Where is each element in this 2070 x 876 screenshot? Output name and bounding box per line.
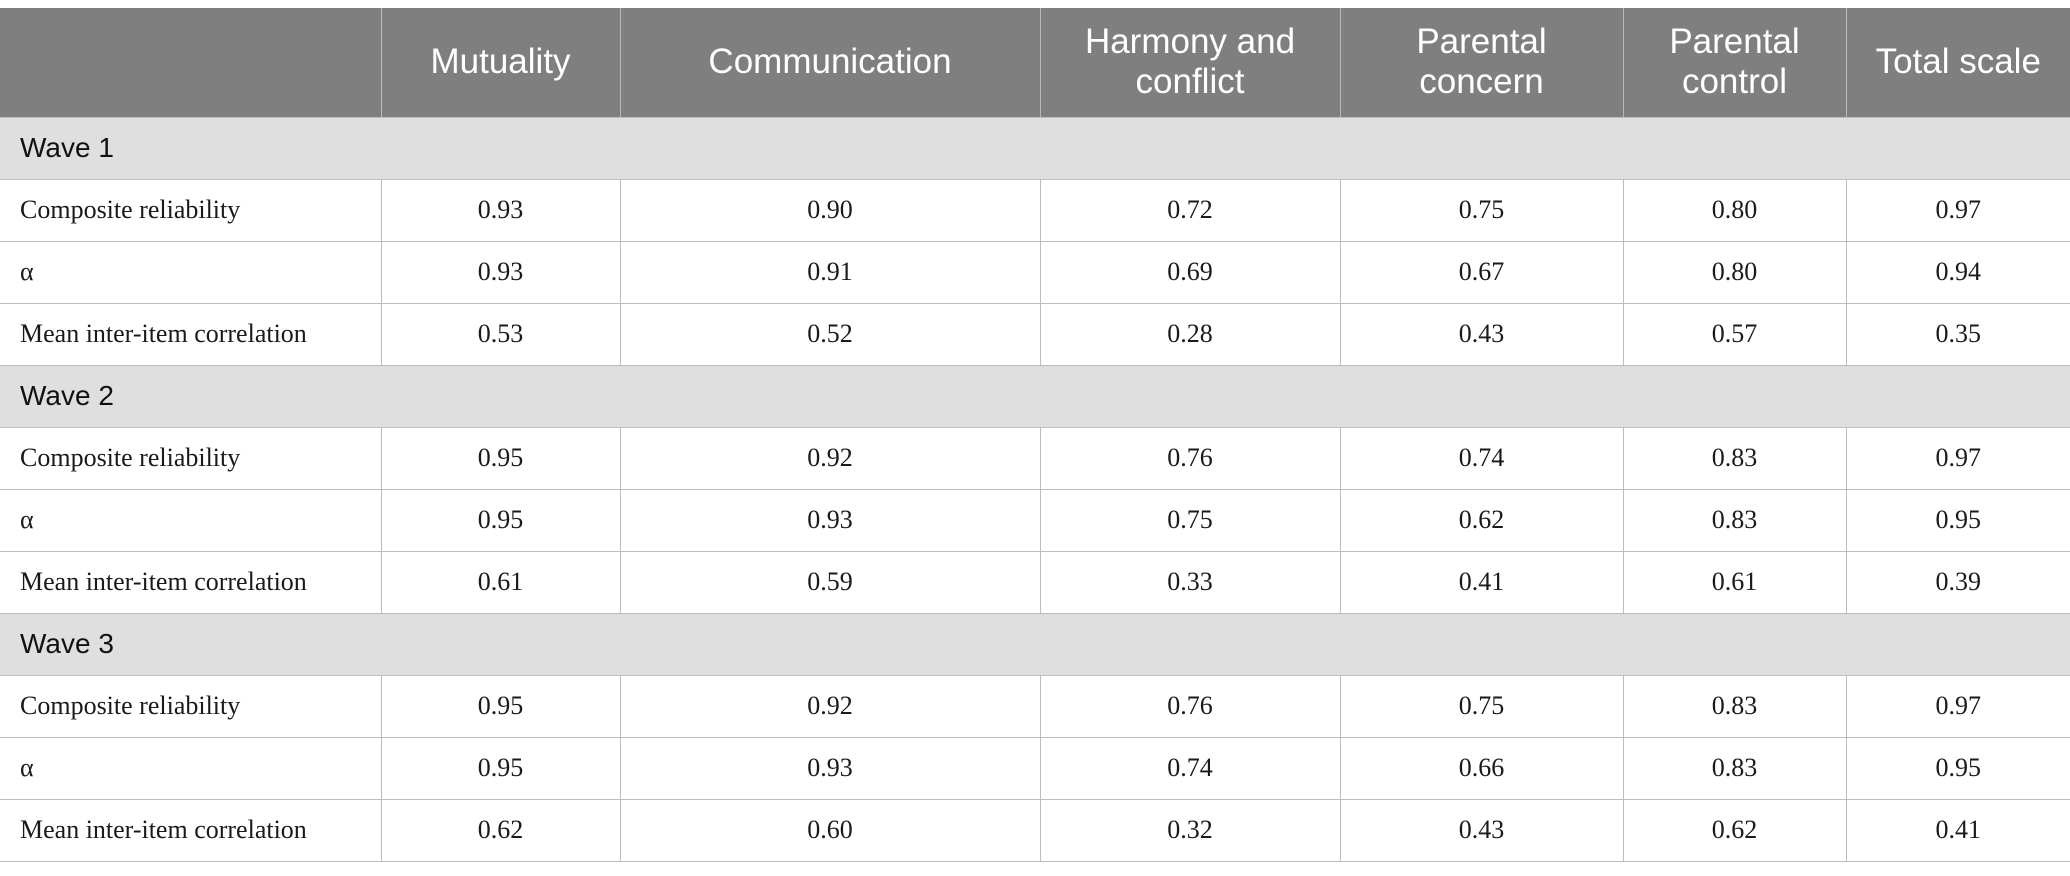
table-cell: 0.95 — [380, 426, 621, 490]
table-cell: 0.43 — [1339, 798, 1624, 862]
table-cell: 0.95 — [380, 736, 621, 800]
reliability-table-container: Mutuality Communication Harmony and conf… — [0, 8, 2070, 862]
table-cell: 0.95 — [1845, 488, 2070, 552]
table-cell: 0.97 — [1845, 178, 2070, 242]
table-cell: 0.41 — [1845, 798, 2070, 862]
table-cell: 0.90 — [619, 178, 1041, 242]
table-cell: 0.83 — [1622, 426, 1847, 490]
row-label: α — [0, 488, 382, 552]
wave-section-row: Wave 3 — [0, 612, 2070, 676]
table-cell: 0.62 — [1339, 488, 1624, 552]
table-cell: 0.35 — [1845, 302, 2070, 366]
table-cell: 0.28 — [1039, 302, 1341, 366]
table-row: Composite reliability 0.95 0.92 0.76 0.75 0.8… — [0, 674, 2070, 738]
table-cell: 0.76 — [1039, 674, 1341, 738]
table-cell: 0.61 — [380, 550, 621, 614]
table-cell: 0.83 — [1622, 736, 1847, 800]
row-label: Composite reliability — [0, 674, 382, 738]
table-cell: 0.74 — [1039, 736, 1341, 800]
row-label: α — [0, 240, 382, 304]
table-cell: 0.95 — [380, 674, 621, 738]
table-cell: 0.83 — [1622, 674, 1847, 738]
table-cell: 0.69 — [1039, 240, 1341, 304]
wave-label: Wave 2 — [0, 364, 2070, 428]
table-cell: 0.62 — [380, 798, 621, 862]
table-cell: 0.94 — [1845, 240, 2070, 304]
header-mutuality: Mutuality — [381, 8, 621, 117]
header-total-scale: Total scale — [1846, 8, 2070, 117]
header-parental-concern: Parental concern — [1340, 8, 1624, 117]
row-label: Mean inter-item correlation — [0, 550, 382, 614]
table-cell: 0.92 — [619, 674, 1041, 738]
table-cell: 0.57 — [1622, 302, 1847, 366]
table-row: α 0.93 0.91 0.69 0.67 0.80 0.94 — [0, 240, 2070, 304]
table-header-row: Mutuality Communication Harmony and conf… — [0, 8, 2070, 117]
table-cell: 0.60 — [619, 798, 1041, 862]
reliability-table: Mutuality Communication Harmony and conf… — [0, 8, 2070, 862]
row-label: α — [0, 736, 382, 800]
table-cell: 0.83 — [1622, 488, 1847, 552]
table-body: Wave 1 Composite reliability 0.93 0.90 0.72 0… — [0, 116, 2070, 862]
header-parental-control: Parental control — [1623, 8, 1847, 117]
table-cell: 0.33 — [1039, 550, 1341, 614]
table-cell: 0.80 — [1622, 178, 1847, 242]
header-corner — [0, 8, 382, 117]
wave-label: Wave 1 — [0, 116, 2070, 180]
table-row: Composite reliability 0.95 0.92 0.76 0.74 0.8… — [0, 426, 2070, 490]
table-cell: 0.91 — [619, 240, 1041, 304]
table-cell: 0.61 — [1622, 550, 1847, 614]
table-cell: 0.93 — [380, 240, 621, 304]
table-cell: 0.39 — [1845, 550, 2070, 614]
table-cell: 0.62 — [1622, 798, 1847, 862]
table-cell: 0.80 — [1622, 240, 1847, 304]
table-cell: 0.97 — [1845, 674, 2070, 738]
table-cell: 0.75 — [1339, 178, 1624, 242]
table-cell: 0.66 — [1339, 736, 1624, 800]
table-cell: 0.67 — [1339, 240, 1624, 304]
table-cell: 0.93 — [380, 178, 621, 242]
table-cell: 0.74 — [1339, 426, 1624, 490]
table-cell: 0.95 — [1845, 736, 2070, 800]
table-cell: 0.93 — [619, 488, 1041, 552]
row-label: Mean inter-item correlation — [0, 302, 382, 366]
table-row: Mean inter-item correlation 0.61 0.59 0.33 0… — [0, 550, 2070, 614]
table-cell: 0.76 — [1039, 426, 1341, 490]
table-cell: 0.32 — [1039, 798, 1341, 862]
table-cell: 0.75 — [1339, 674, 1624, 738]
table-row: Mean inter-item correlation 0.62 0.60 0.32 0… — [0, 798, 2070, 862]
table-cell: 0.52 — [619, 302, 1041, 366]
table-cell: 0.75 — [1039, 488, 1341, 552]
header-communication: Communication — [620, 8, 1041, 117]
table-row: α 0.95 0.93 0.74 0.66 0.83 0.95 — [0, 736, 2070, 800]
table-row: Composite reliability 0.93 0.90 0.72 0.75 0.8… — [0, 178, 2070, 242]
table-row: α 0.95 0.93 0.75 0.62 0.83 0.95 — [0, 488, 2070, 552]
wave-label: Wave 3 — [0, 612, 2070, 676]
wave-section-row: Wave 1 — [0, 116, 2070, 180]
table-cell: 0.72 — [1039, 178, 1341, 242]
row-label: Composite reliability — [0, 178, 382, 242]
table-cell: 0.53 — [380, 302, 621, 366]
table-cell: 0.41 — [1339, 550, 1624, 614]
wave-section-row: Wave 2 — [0, 364, 2070, 428]
table-row: Mean inter-item correlation 0.53 0.52 0.28 0… — [0, 302, 2070, 366]
table-cell: 0.43 — [1339, 302, 1624, 366]
row-label: Mean inter-item correlation — [0, 798, 382, 862]
table-cell: 0.95 — [380, 488, 621, 552]
table-cell: 0.97 — [1845, 426, 2070, 490]
table-cell: 0.59 — [619, 550, 1041, 614]
table-cell: 0.93 — [619, 736, 1041, 800]
row-label: Composite reliability — [0, 426, 382, 490]
header-harmony-and-conflict: Harmony and conflict — [1040, 8, 1341, 117]
table-cell: 0.92 — [619, 426, 1041, 490]
